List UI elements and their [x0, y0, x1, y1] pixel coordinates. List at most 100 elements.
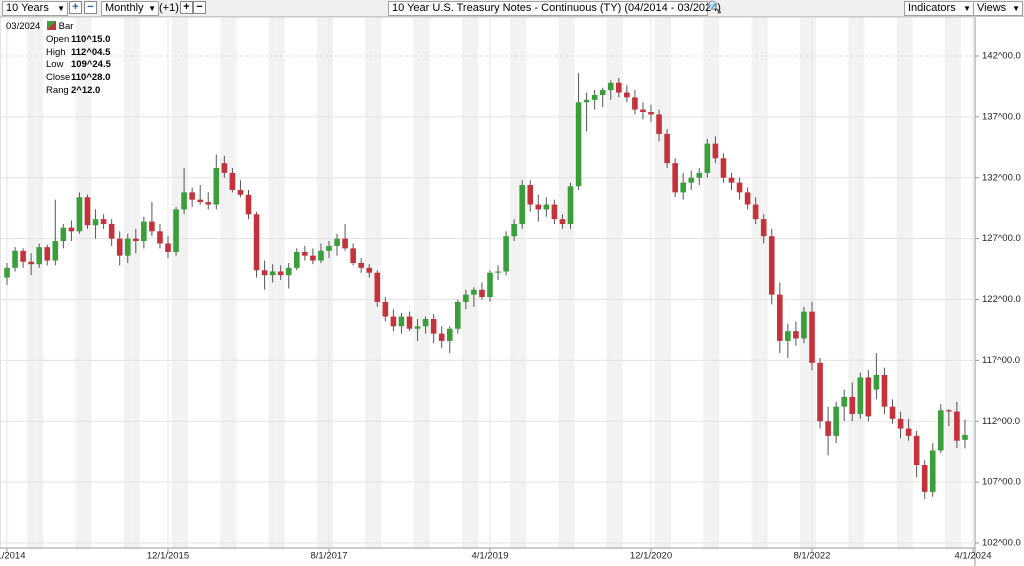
- readout-row: Close110^28.0: [46, 72, 111, 85]
- y-tick-label: 132^00.0: [982, 172, 1021, 183]
- candle-body: [664, 133, 670, 164]
- views-text: Views: [977, 2, 1007, 14]
- candle-body: [680, 182, 686, 193]
- candle-body: [954, 411, 960, 441]
- candle-body: [696, 172, 703, 178]
- band: [220, 17, 229, 548]
- candle-body: [52, 241, 59, 261]
- readout-label: Low: [46, 59, 64, 71]
- candle-body: [4, 267, 10, 278]
- band: [606, 17, 615, 548]
- candle-body: [124, 238, 131, 256]
- offset-text: (+1): [159, 2, 179, 14]
- candle-body: [962, 434, 968, 440]
- zoom-in[interactable]: +: [69, 1, 82, 14]
- candle-body: [205, 202, 212, 205]
- candle-body: [269, 271, 276, 276]
- y-tick-label: 112^00.0: [982, 416, 1020, 427]
- y-tick-label: 122^00.0: [982, 294, 1021, 305]
- candle-body: [720, 158, 727, 178]
- readout-label: Rang: [46, 84, 69, 96]
- band: [421, 17, 430, 548]
- candle-body: [551, 204, 558, 220]
- candle-body: [632, 97, 638, 110]
- readout-label: Close: [46, 72, 71, 84]
- interval-select[interactable]: Monthly ▼: [101, 1, 159, 16]
- band: [848, 17, 857, 548]
- candle-body: [817, 362, 823, 422]
- band: [703, 17, 712, 548]
- candle-body: [760, 219, 767, 237]
- offset-minus[interactable]: −: [193, 1, 206, 14]
- band: [268, 17, 277, 548]
- y-tick-label: 102^00.0: [982, 538, 1021, 549]
- candle-body: [865, 377, 872, 417]
- candle-body: [285, 267, 292, 276]
- views-menu[interactable]: Views ▼: [973, 1, 1023, 16]
- candle-body: [116, 238, 123, 256]
- band: [276, 17, 285, 548]
- band: [83, 17, 92, 548]
- band: [944, 17, 953, 548]
- candle-body: [825, 421, 831, 436]
- candle-body: [157, 231, 163, 244]
- candle-body: [237, 189, 244, 195]
- candle-body: [728, 177, 735, 183]
- candle-body: [519, 185, 525, 225]
- candle-body: [28, 261, 34, 265]
- candle-body: [221, 163, 228, 173]
- readout-date: 03/2024: [6, 21, 41, 32]
- band: [655, 17, 664, 548]
- search-icon[interactable]: 🔍: [707, 0, 722, 14]
- readout-value: 109^24.5: [71, 59, 111, 71]
- candle-body: [801, 311, 807, 339]
- band: [711, 17, 720, 548]
- offset-plus[interactable]: +: [180, 1, 193, 14]
- candle-body: [44, 247, 51, 261]
- y-tick-label: 127^00.0: [982, 233, 1021, 244]
- indicators-menu[interactable]: Indicators ▼: [904, 1, 974, 16]
- candle-body: [76, 197, 83, 232]
- candle-body: [616, 82, 622, 93]
- candle-body: [36, 247, 42, 265]
- candle-body: [334, 238, 340, 246]
- candle-body: [358, 262, 364, 268]
- candle-body: [946, 410, 952, 412]
- candle-body: [20, 250, 26, 262]
- band: [759, 17, 768, 548]
- readout-value: 110^15.0: [71, 33, 111, 45]
- candle-body: [173, 209, 179, 253]
- band: [365, 17, 374, 548]
- band: [558, 17, 567, 548]
- zoom-out[interactable]: −: [84, 1, 97, 14]
- candle-body: [583, 99, 590, 103]
- candle-body: [366, 267, 373, 273]
- candle-body: [398, 316, 405, 327]
- candle-body: [406, 316, 413, 329]
- band: [123, 17, 132, 548]
- candle-body: [511, 224, 517, 237]
- candle-body: [326, 245, 332, 251]
- candle-body: [503, 236, 509, 272]
- band: [180, 17, 189, 548]
- band: [896, 17, 905, 548]
- band: [518, 17, 527, 548]
- x-tick-label: 8/1/2017: [311, 551, 348, 562]
- candle-body: [648, 112, 654, 115]
- y-tick-label: 142^00.0: [982, 51, 1021, 62]
- band: [566, 17, 575, 548]
- readout-style: Bar: [58, 21, 74, 32]
- symbol-title[interactable]: 10 Year U.S. Treasury Notes - Continuous…: [388, 1, 721, 16]
- candle-body: [245, 194, 252, 215]
- range-select[interactable]: 10 Years ▼: [2, 1, 68, 16]
- candle-body: [438, 333, 445, 341]
- readout-value: 110^28.0: [71, 72, 111, 84]
- candle-body: [575, 102, 582, 187]
- band: [510, 17, 519, 548]
- candle-body: [229, 172, 236, 190]
- candle-body: [414, 326, 421, 329]
- candle-body: [68, 227, 75, 232]
- band: [413, 17, 422, 548]
- candle-body: [382, 301, 389, 317]
- band: [856, 17, 865, 548]
